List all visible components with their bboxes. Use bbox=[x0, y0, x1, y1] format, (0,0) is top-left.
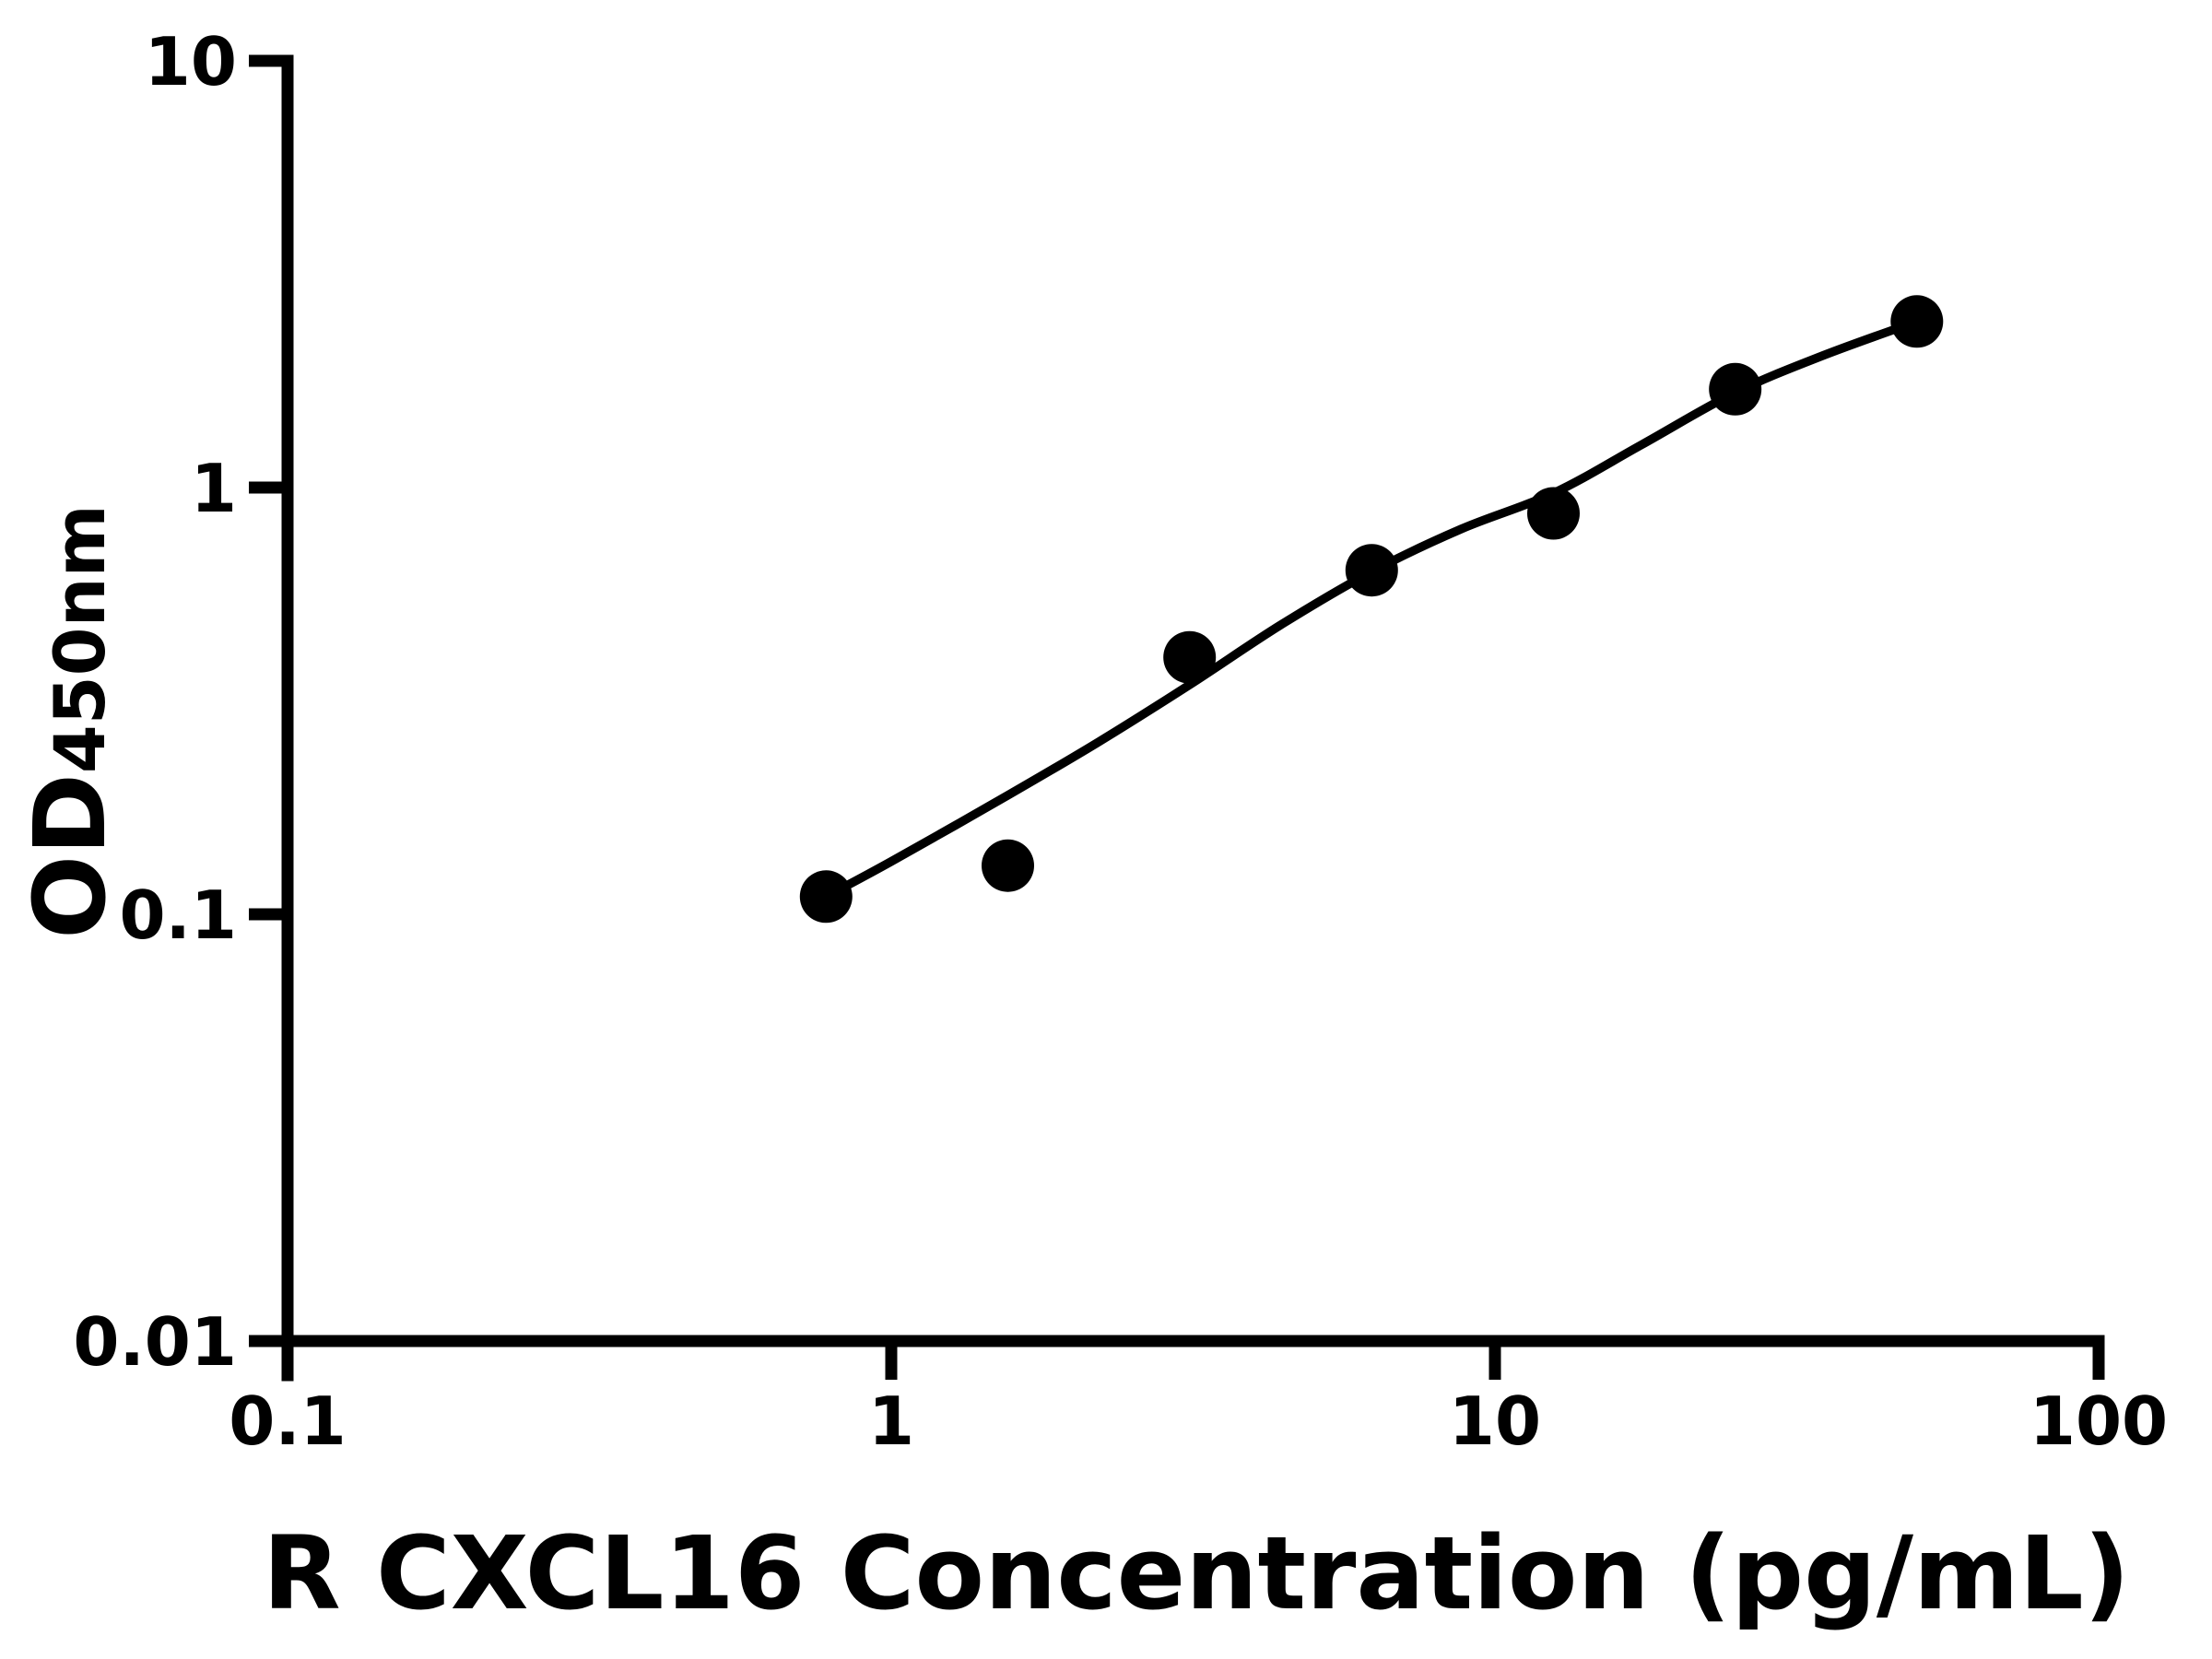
data-point-6 bbox=[1709, 362, 1762, 416]
y-axis-title-sub: 450nm bbox=[39, 504, 121, 773]
x-tick-label-100: 100 bbox=[2030, 1382, 2168, 1460]
data-point-2 bbox=[982, 839, 1034, 892]
data-point-4 bbox=[1345, 544, 1398, 597]
x-tick-label-10: 10 bbox=[1449, 1382, 1541, 1460]
x-tick-label-1: 1 bbox=[868, 1382, 914, 1460]
y-tick-label-0.01: 0.01 bbox=[73, 1303, 237, 1381]
y-tick-label-10: 10 bbox=[145, 23, 237, 100]
data-point-1 bbox=[799, 870, 853, 924]
y-axis-title-main: OD bbox=[14, 773, 128, 939]
data-point-7 bbox=[1890, 295, 1944, 348]
data-point-3 bbox=[1163, 630, 1217, 684]
x-axis-title: R CXCL16 Concentration (pg/mL) bbox=[263, 1514, 2130, 1632]
x-tick-label-0.1: 0.1 bbox=[229, 1382, 347, 1460]
data-point-5 bbox=[1527, 487, 1580, 540]
y-tick-label-0.1: 0.1 bbox=[119, 877, 237, 954]
y-tick-label-1: 1 bbox=[191, 450, 237, 527]
y-axis-title: OD450nm bbox=[14, 504, 128, 939]
